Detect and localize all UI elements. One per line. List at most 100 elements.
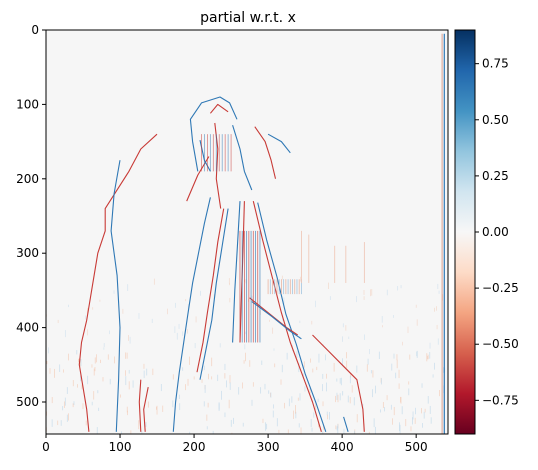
texture-mark [423,411,425,419]
y-tick-label: 300 [16,246,39,260]
texture-mark [194,343,196,349]
texture-mark [343,428,345,434]
texture-mark [437,283,439,289]
negative-edge [143,386,149,432]
texture-mark [363,296,365,300]
texture-mark [272,327,274,334]
texture-mark [98,407,100,411]
texture-mark [264,383,266,390]
texture-mark [434,362,435,370]
texture-mark [421,383,423,388]
texture-mark [264,422,266,431]
texture-mark [416,319,418,326]
positive-edge [251,301,302,340]
colorbar-tick-label: 0.75 [482,57,509,71]
texture-mark [312,368,314,373]
texture-mark [145,422,147,427]
texture-mark [350,373,352,378]
texture-mark [80,359,82,367]
texture-mark [303,361,305,368]
texture-mark [206,426,208,430]
texture-mark [226,380,227,388]
texture-mark [393,315,394,318]
texture-mark [329,411,330,420]
texture-mark [391,363,393,371]
texture-mark [424,408,426,413]
texture-mark [318,422,319,428]
texture-mark [368,431,370,434]
texture-mark [398,383,400,389]
texture-mark [393,353,395,359]
texture-mark [373,418,375,428]
texture-mark [369,349,370,355]
texture-mark [82,403,84,409]
texture-mark [182,331,183,336]
texture-mark [278,429,280,434]
texture-mark [178,394,180,400]
texture-mark [325,354,326,361]
texture-mark [408,381,410,385]
texture-mark [167,308,168,315]
texture-mark [293,410,295,419]
texture-mark [322,384,323,392]
texture-mark [351,385,353,393]
texture-mark [57,420,59,426]
texture-mark [72,380,74,387]
texture-mark [399,422,400,432]
texture-mark [400,285,402,289]
texture-mark [372,389,374,398]
texture-mark [221,390,222,400]
texture-mark [298,363,300,373]
texture-mark [329,296,331,300]
x-tick-label: 300 [257,440,280,454]
texture-mark [126,406,128,413]
texture-mark [120,394,121,398]
x-tick-label: 100 [109,440,132,454]
texture-mark [251,399,253,406]
y-tick-label: 200 [16,172,39,186]
texture-mark [51,419,53,427]
texture-mark [130,430,132,434]
colorbar-tick-label: 0.00 [482,225,509,239]
texture-mark [46,411,47,416]
texture-mark [78,359,79,363]
texture-mark [288,398,290,407]
texture-mark [316,366,318,371]
negative-edge [78,133,158,432]
texture-mark [273,348,275,351]
texture-mark [107,354,109,360]
positive-edge [110,160,121,432]
texture-mark [242,422,244,427]
texture-mark [370,370,372,374]
texture-mark [162,405,164,412]
x-tick-label: 500 [405,440,428,454]
texture-mark [64,401,65,408]
texture-mark [80,375,81,382]
texture-mark [286,352,288,360]
texture-mark [335,425,337,430]
texture-mark [353,397,355,406]
texture-mark [103,343,105,348]
texture-mark [439,390,440,397]
texture-mark [66,387,68,394]
texture-mark [339,393,341,401]
texture-mark [421,408,422,414]
texture-mark [46,361,48,365]
x-tick-label: 200 [183,440,206,454]
texture-mark [87,329,89,336]
texture-mark [412,417,413,425]
texture-mark [143,363,145,369]
texture-mark [93,391,95,400]
texture-mark [193,376,195,380]
texture-mark [77,384,78,388]
positive-edge [343,416,349,432]
texture-mark [322,401,324,407]
texture-mark [224,373,226,379]
texture-mark [128,335,129,341]
texture-mark [122,308,124,314]
texture-mark [233,417,234,424]
texture-mark [302,373,304,378]
texture-mark [396,359,398,369]
texture-mark [442,294,444,301]
